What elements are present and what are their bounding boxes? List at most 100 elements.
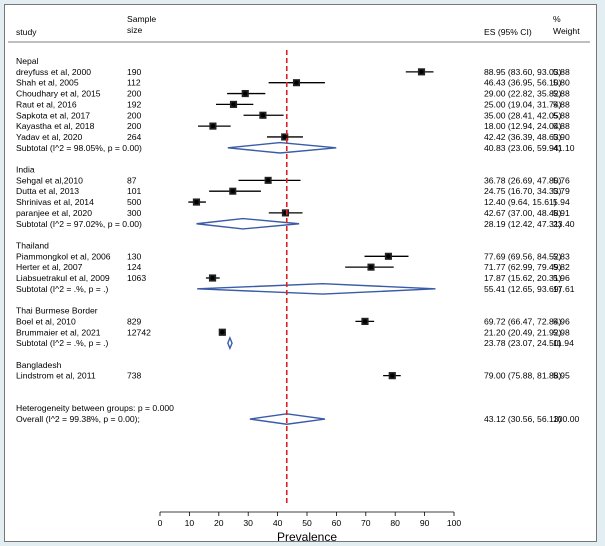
weight-text: 5.88	[553, 121, 570, 131]
study-label: Liabsuetrakul et al, 2009	[16, 273, 110, 283]
sample-size: 112	[127, 78, 141, 88]
es-text: 29.00 (22.82, 35.82)	[484, 89, 562, 99]
subtotal-label: Subtotal (I^2 = .%, p = .)	[16, 338, 109, 348]
study-label: Sehgal et al,2010	[16, 175, 83, 185]
overall-weight-text: 100.00	[553, 414, 580, 424]
es-text: 21.20 (20.49, 21.92)	[484, 327, 562, 337]
es-text: 18.00 (12.94, 24.04)	[484, 121, 562, 131]
study-point	[362, 319, 368, 324]
group-label: Bangladesh	[16, 360, 62, 370]
weight-text: 5.91	[553, 208, 570, 218]
header-sample-size-line2: size	[127, 25, 143, 35]
subtotal-label: Subtotal (I^2 = 97.02%, p = 0.00)	[16, 219, 142, 229]
header-es: ES (95% CI)	[484, 27, 532, 37]
study-point	[386, 254, 391, 259]
subtotal-es-text: 55.41 (12.65, 93.69)	[484, 284, 562, 294]
sample-size: 124	[127, 262, 142, 272]
es-text: 17.87 (15.62, 20.31)	[484, 273, 562, 283]
header-sample-size-line1: Sample	[127, 14, 156, 24]
subtotal-es-text: 40.83 (23.06, 59.94)	[484, 143, 562, 153]
study-label: Kayastha et al, 2018	[16, 121, 95, 131]
sample-size: 200	[127, 121, 142, 131]
overall-label: Overall (I^2 = 99.38%, p = 0.00);	[16, 414, 140, 424]
study-label: Piammongkol et al, 2006	[16, 251, 111, 261]
study-point	[210, 123, 216, 129]
es-text: 25.00 (19.04, 31.74)	[484, 99, 562, 109]
es-text: 42.67 (37.00, 48.48)	[484, 208, 562, 218]
subtotal-weight-text: 41.10	[553, 143, 575, 153]
weight-text: 5.94	[553, 197, 570, 207]
x-tick-label: 10	[185, 518, 195, 528]
weight-text: 5.82	[553, 262, 570, 272]
study-point	[265, 178, 271, 183]
subtotal-es-text: 23.78 (23.07, 24.50)	[484, 338, 562, 348]
overall-diamond	[249, 413, 326, 425]
subtotal-label: Subtotal (I^2 = .%, p = .)	[16, 284, 109, 294]
es-text: 46.43 (36.95, 56.10)	[484, 78, 562, 88]
sample-size: 130	[127, 251, 142, 261]
es-text: 36.78 (26.69, 47.80)	[484, 175, 562, 185]
x-tick-label: 70	[361, 518, 371, 528]
study-point	[210, 275, 215, 281]
weight-text: 5.98	[553, 327, 570, 337]
study-point	[294, 80, 299, 85]
sample-size: 1063	[127, 273, 146, 283]
study-point	[220, 330, 225, 335]
study-label: Shrinivas et al, 2014	[16, 197, 94, 207]
sample-size: 829	[127, 316, 142, 326]
subtotal-diamond	[196, 217, 300, 230]
study-point	[282, 134, 287, 140]
es-text: 24.75 (16.70, 34.33)	[484, 186, 562, 196]
x-tick-label: 50	[302, 518, 312, 528]
forest-plot-panel	[4, 4, 597, 542]
weight-text: 5.90	[553, 132, 570, 142]
sample-size: 200	[127, 89, 142, 99]
x-tick-label: 100	[447, 518, 462, 528]
subtotal-es-text: 28.19 (12.42, 47.31)	[484, 219, 562, 229]
es-text: 35.00 (28.41, 42.05)	[484, 110, 562, 120]
study-label: Lindstrom et al, 2011	[16, 371, 96, 381]
weight-text: 5.88	[553, 99, 570, 109]
subtotal-diamond	[227, 141, 337, 154]
study-point	[243, 91, 248, 96]
weight-text: 5.88	[553, 67, 570, 77]
x-tick-label: 60	[332, 518, 342, 528]
weight-text: 5.76	[553, 175, 570, 185]
study-label: Brummaier et al, 2021	[16, 327, 101, 337]
sample-size: 738	[127, 371, 142, 381]
header-study: study	[16, 27, 37, 37]
weight-text: 5.96	[553, 316, 570, 326]
sample-size: 500	[127, 197, 142, 207]
x-tick-label: 0	[158, 518, 163, 528]
sample-size: 300	[127, 208, 142, 218]
es-text: 12.40 (9.64, 15.61)	[484, 197, 557, 207]
group-label: Thailand	[16, 240, 49, 250]
sample-size: 12742	[127, 327, 151, 337]
study-label: Herter et al, 2007	[16, 262, 83, 272]
study-label: Dutta et al, 2013	[16, 186, 79, 196]
group-label: India	[16, 165, 35, 175]
es-text: 42.42 (36.39, 48.63)	[484, 132, 562, 142]
x-axis-label: Prevalence	[277, 530, 337, 544]
study-point	[368, 264, 374, 270]
study-point	[419, 69, 424, 75]
study-point	[194, 199, 199, 205]
overall-es-text: 43.12 (30.56, 56.13)	[484, 414, 562, 424]
study-label: Sapkota et al, 2017	[16, 110, 90, 120]
sample-size: 190	[127, 67, 142, 77]
study-label: paranjee et al, 2020	[16, 208, 92, 218]
study-label: Yadav et al, 2020	[16, 132, 82, 142]
subtotal-weight-text: 11.94	[553, 338, 574, 348]
subtotal-diamond	[197, 282, 436, 295]
weight-text: 5.79	[553, 186, 570, 196]
header-weight-line1: %	[553, 14, 561, 24]
study-label: Raut et al, 2016	[16, 99, 77, 109]
sample-size: 87	[127, 175, 137, 185]
header-weight-line2: Weight	[553, 26, 580, 36]
x-tick-label: 30	[243, 518, 253, 528]
x-tick-label: 40	[273, 518, 283, 528]
study-label: Choudhary et al, 2015	[16, 89, 101, 99]
subtotal-label: Subtotal (I^2 = 98.05%, p = 0.00)	[16, 143, 142, 153]
x-tick-label: 20	[214, 518, 224, 528]
weight-text: 5.83	[553, 251, 570, 261]
